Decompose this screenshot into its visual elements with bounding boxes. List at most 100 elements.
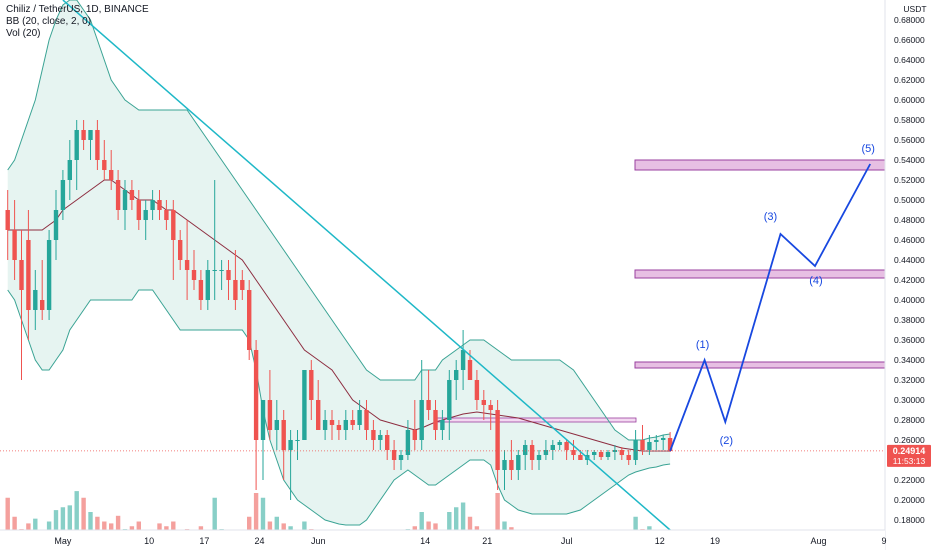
wave-label: (1) (696, 339, 709, 351)
candle-body (260, 400, 266, 440)
wave-label: (4) (809, 275, 822, 287)
candle-body (398, 455, 404, 460)
candle-body (247, 290, 252, 350)
descending-trendline[interactable] (62, 0, 671, 531)
candle-body (150, 200, 155, 210)
candle-body (343, 420, 348, 430)
price-tick-label: 0.64000 (894, 55, 925, 65)
target-zone-box[interactable] (634, 159, 886, 171)
candle-body (12, 230, 17, 260)
time-tick-label: 10 (144, 536, 154, 546)
time-tick-label: Aug (810, 536, 826, 546)
volume-bar (212, 497, 217, 550)
candle-body (536, 455, 542, 460)
elliott-wave-projection[interactable] (669, 163, 871, 452)
price-tick-label: 0.22000 (894, 475, 925, 485)
candle-body (378, 435, 383, 440)
candle-body (612, 450, 618, 452)
candle-body (157, 200, 162, 210)
volume-bar (5, 497, 10, 550)
volume-indicator-label[interactable]: Vol (20) (6, 28, 41, 39)
candle-body (488, 405, 493, 410)
candle-body (316, 400, 321, 430)
candle-body (143, 210, 148, 220)
candle-body (557, 442, 562, 445)
price-tick-label: 0.42000 (894, 275, 925, 285)
candle-body (474, 380, 480, 400)
candle-body (267, 400, 273, 430)
price-tick-label: 0.48000 (894, 215, 925, 225)
candle-body (198, 280, 204, 300)
candle-body (115, 180, 121, 210)
candle-body (171, 210, 176, 240)
candle-body (322, 420, 328, 430)
current-price-badge (887, 444, 931, 467)
candle-body (592, 452, 597, 455)
price-tick-label: 0.50000 (894, 195, 925, 205)
resistance-line[interactable] (435, 417, 637, 423)
price-tick-label: 0.68000 (894, 15, 925, 25)
candle-body (184, 260, 190, 270)
volume-bar (260, 497, 266, 550)
candle-body (19, 260, 24, 290)
candle-body (33, 290, 38, 310)
candle-body (550, 445, 555, 450)
candle-body (529, 445, 535, 460)
candle-body (109, 170, 114, 180)
candle-body (357, 410, 362, 425)
candle-body (440, 420, 445, 430)
candle-body (571, 450, 576, 455)
candle-body (95, 130, 100, 160)
candle-body (467, 360, 473, 380)
price-tick-label: 0.62000 (894, 75, 925, 85)
symbol-title[interactable]: Chiliz / TetherUS, 1D, BINANCE (6, 4, 149, 15)
candle-body (405, 430, 411, 455)
candle-body (233, 280, 238, 300)
volume-bar (60, 507, 66, 550)
candle-body (523, 445, 528, 455)
bar-countdown: 11:53:13 (893, 456, 926, 466)
price-tick-label: 0.20000 (894, 495, 925, 505)
volume-bar (81, 497, 86, 550)
candle-body (509, 460, 514, 470)
candle-body (88, 130, 93, 140)
candle-body (74, 130, 79, 160)
price-tick-label: 0.58000 (894, 115, 925, 125)
wave-label: (2) (720, 435, 733, 447)
time-tick-label: Jul (561, 536, 573, 546)
candle-body (543, 450, 549, 455)
time-tick-label: 12 (655, 536, 665, 546)
bb-lower-line (7, 289, 671, 526)
volume-bar (460, 502, 466, 550)
time-axis[interactable] (0, 530, 885, 550)
candle-body (647, 442, 652, 450)
bb-indicator-label[interactable]: BB (20, close, 2, 0) (6, 16, 92, 27)
price-tick-label: 0.46000 (894, 235, 925, 245)
candle-body (46, 240, 52, 310)
candle-body (212, 270, 217, 271)
candle-body (419, 400, 424, 440)
candle-body (40, 300, 45, 310)
candle-body (191, 270, 197, 280)
target-zone-box[interactable] (634, 269, 886, 279)
volume-bar (67, 505, 72, 550)
volume-bar (454, 507, 459, 550)
candle-body (426, 400, 431, 410)
candle-body (178, 240, 183, 260)
price-tick-label: 0.40000 (894, 295, 925, 305)
candle-body (385, 435, 390, 450)
target-zone-box[interactable] (634, 361, 886, 369)
candle-body (302, 370, 307, 440)
price-tick-label: 0.28000 (894, 415, 925, 425)
candle-body (495, 410, 500, 470)
candle-body (81, 130, 86, 140)
candle-body (122, 190, 128, 210)
current-price-value: 0.24914 (893, 446, 926, 456)
candle-body (667, 438, 673, 451)
candle-body (219, 270, 224, 271)
wave-label: (5) (861, 143, 874, 155)
candle-body (26, 240, 31, 310)
candle-body (253, 350, 259, 440)
